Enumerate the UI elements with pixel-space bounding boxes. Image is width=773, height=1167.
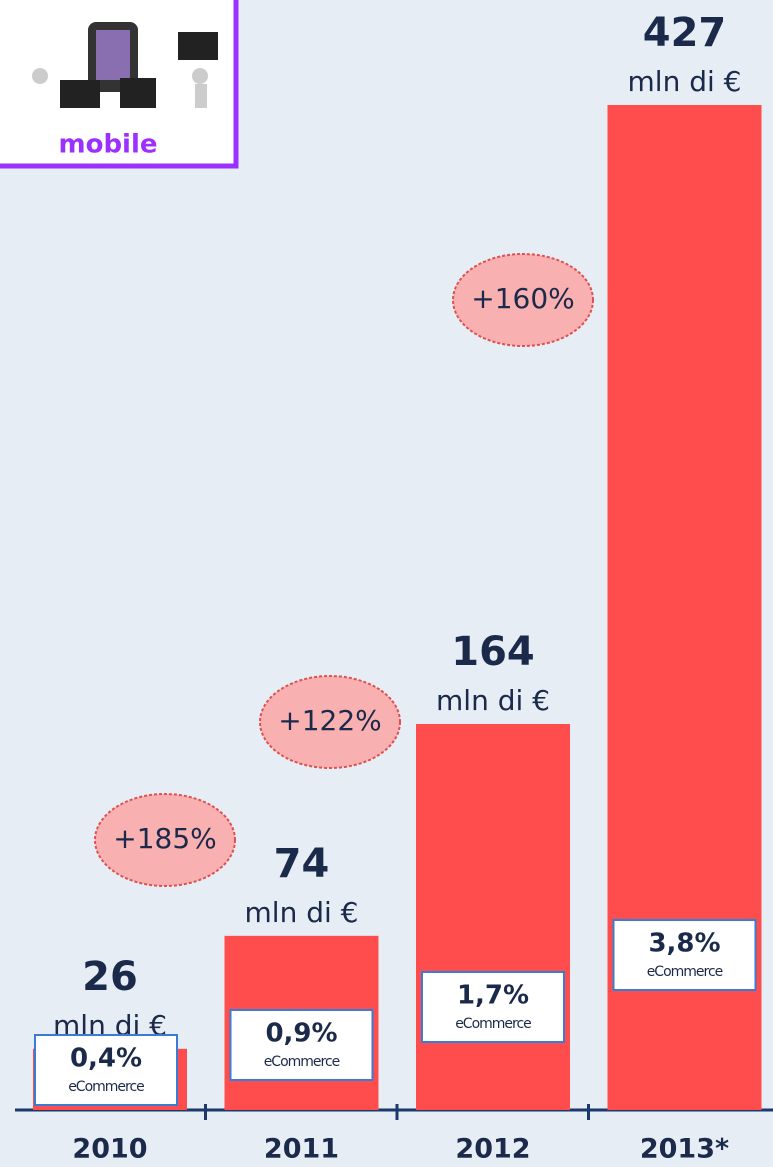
value-label: 427 (643, 10, 727, 56)
share-caption: eCommerce (264, 1054, 340, 1070)
logo-puzzle (60, 80, 100, 108)
x-tick-label: 2012 (455, 1134, 530, 1165)
share-label: 0,4% (70, 1044, 142, 1074)
growth-label: +160% (471, 282, 575, 315)
growth-label: +122% (278, 704, 382, 737)
value-label: 74 (274, 841, 330, 887)
bar (416, 724, 570, 1110)
logo: mobile (0, 0, 236, 166)
value-label: 26 (82, 954, 138, 1000)
value-unit: mln di € (245, 896, 359, 929)
share-caption: eCommerce (455, 1016, 531, 1032)
value-unit: mln di € (628, 65, 742, 98)
logo-text: mobile (58, 130, 157, 160)
logo-puzzle (120, 78, 156, 108)
value-label: 164 (451, 629, 535, 675)
logo-screen (96, 30, 130, 80)
share-label: 1,7% (457, 981, 529, 1011)
x-tick-label: 2011 (264, 1134, 339, 1165)
x-tick-label: 2013* (640, 1134, 729, 1165)
x-tick-label: 2010 (72, 1134, 147, 1165)
chart: mobile 26 mln di € 2010 0,4% eCommerce 74 mln … (0, 0, 773, 1167)
logo-puzzle (178, 32, 218, 60)
value-unit: mln di € (436, 684, 550, 717)
growth-label: +185% (113, 822, 217, 855)
share-label: 3,8% (648, 929, 720, 959)
logo-figure (195, 84, 207, 108)
share-label: 0,9% (265, 1019, 337, 1049)
page: mobile 26 mln di € 2010 0,4% eCommerce 74 mln … (0, 0, 773, 1167)
logo-figure (192, 68, 208, 84)
logo-figure (32, 68, 48, 84)
share-caption: eCommerce (647, 964, 723, 980)
share-caption: eCommerce (68, 1079, 144, 1095)
